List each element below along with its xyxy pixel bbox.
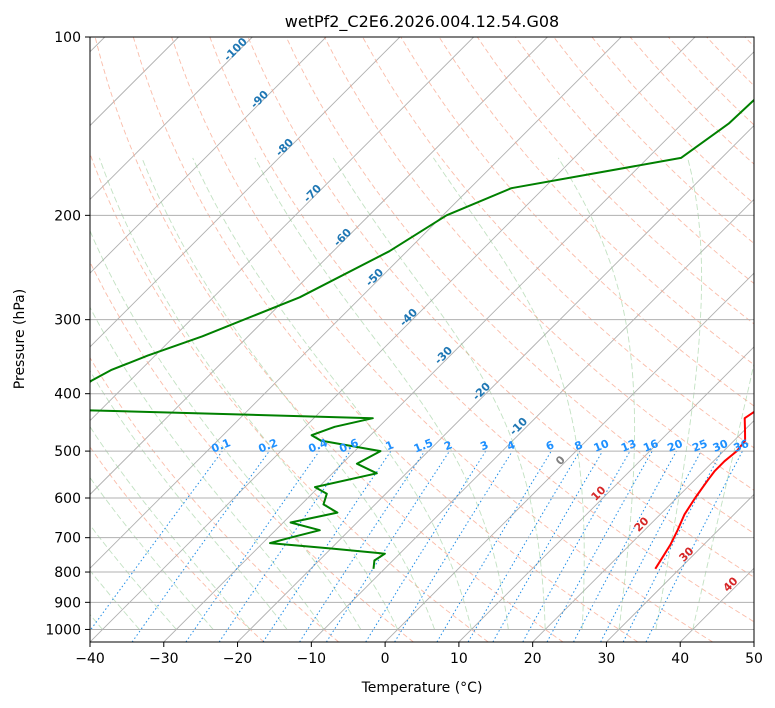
mixing-ratio-line (131, 450, 270, 642)
mixing-ratio-line (185, 450, 320, 642)
mixing-ratio-line (573, 450, 677, 642)
mixing-ratio-label: 2 (442, 438, 454, 453)
moist-adiabat-line (692, 361, 754, 630)
isotherm-line (90, 37, 696, 642)
x-tick-label: 30 (598, 651, 616, 667)
y-tick-label: 300 (54, 313, 81, 329)
dry-adiabat-line (94, 37, 564, 642)
grid-lines (90, 37, 754, 630)
mixing-ratio-label: 30 (711, 437, 730, 455)
mixing-ratio-label: 8 (573, 438, 585, 453)
mixing-ratio-line (394, 450, 513, 642)
y-axis-label: Pressure (hPa) (12, 289, 28, 389)
chart-title: wetPf2_C2E6.2026.004.12.54.G08 (285, 12, 559, 32)
x-tick-label: −40 (75, 651, 105, 667)
y-tick-label: 1000 (45, 622, 81, 638)
x-axis-label: Temperature (°C) (361, 680, 483, 696)
moist-adiabat-line (90, 476, 214, 630)
mixing-ratio-label: 3 (478, 438, 490, 453)
x-tick-label: 0 (381, 651, 390, 667)
mixing-ratio-label: 1 (384, 438, 396, 453)
moist-adiabat-line (90, 370, 288, 630)
isotherm-line (163, 51, 754, 642)
mixing-ratio-line (299, 450, 426, 642)
x-tick-label: 10 (450, 651, 468, 667)
dry-adiabat-line (209, 37, 754, 623)
isotherm-line (606, 493, 754, 642)
mixing-ratio-label: 36 (732, 437, 751, 455)
x-axis-ticks: −40 −30 −20 −10 0 10 20 30 40 50 (75, 642, 763, 667)
dry-adiabat-line (132, 37, 639, 642)
isotherm-line (90, 37, 253, 200)
isotherm-line (90, 37, 401, 348)
mixing-ratio-label: 20 (666, 437, 685, 455)
y-tick-label: 100 (54, 30, 81, 46)
isotherm-line (532, 420, 754, 642)
dry-adiabat-line (171, 37, 713, 642)
dewpoint-profile-line (90, 98, 754, 569)
isotherm-line (90, 37, 548, 496)
y-tick-label: 700 (54, 531, 81, 547)
mixing-ratio-line (262, 450, 392, 642)
x-tick-label: −30 (149, 651, 179, 667)
dry-adiabat-line (324, 37, 754, 491)
dry-adiabat-line (285, 37, 754, 534)
moist-adiabat-line (90, 306, 325, 630)
plot-frame (89, 36, 755, 643)
mixing-ratio-line (90, 450, 223, 632)
mixing-ratio-label: 13 (619, 437, 638, 455)
isotherm-line (90, 37, 327, 274)
moist-adiabat-line (332, 157, 546, 630)
y-axis-ticks: 100 200 300 400 500 600 700 800 900 1000 (45, 30, 90, 638)
isotherm-line (237, 124, 754, 642)
dry-adiabat-line (438, 37, 754, 366)
x-tick-label: 20 (524, 651, 542, 667)
dry-adiabat-line (90, 356, 339, 642)
mixing-ratio-label: 25 (690, 437, 709, 455)
x-tick-label: 50 (745, 651, 763, 667)
y-tick-label: 800 (54, 565, 81, 581)
dry-adiabat-line (515, 37, 754, 285)
mixing-ratio-label: 10 (592, 437, 611, 455)
x-tick-label: −10 (297, 651, 327, 667)
moist-adiabat-line (90, 425, 251, 630)
isotherm-line (458, 346, 754, 642)
dry-adiabat-line (90, 446, 265, 642)
isotherm-line (90, 37, 474, 422)
isotherm-line (384, 272, 754, 642)
y-tick-label: 600 (54, 491, 81, 507)
dry-adiabat-line (90, 152, 489, 642)
y-tick-label: 500 (54, 444, 81, 460)
moist-adiabat-line (655, 157, 703, 630)
moist-adiabat-line (254, 157, 509, 630)
mixing-ratio-line (645, 450, 743, 642)
mixing-ratio-line (546, 450, 653, 642)
mixing-ratio-line (325, 450, 450, 642)
x-tick-label: −20 (223, 651, 253, 667)
moist-adiabat-line (90, 569, 140, 630)
mixing-ratio-line (218, 450, 351, 642)
y-tick-label: 400 (54, 387, 81, 403)
dry-adiabat-line (90, 261, 414, 642)
isotherm-line (90, 37, 622, 569)
y-tick-label: 200 (54, 208, 81, 224)
dry-adiabat-line (362, 37, 754, 449)
mixing-ratio-label: 16 (641, 437, 660, 455)
x-tick-label: 40 (671, 651, 689, 667)
y-tick-label: 900 (54, 595, 81, 611)
mixing-ratio-line (522, 450, 631, 642)
